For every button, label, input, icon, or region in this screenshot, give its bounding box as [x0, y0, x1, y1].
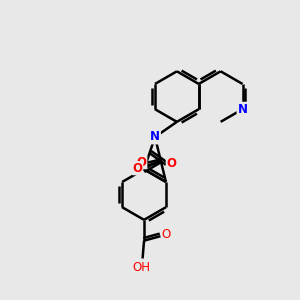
Text: N: N: [238, 103, 248, 116]
Text: O: O: [133, 162, 143, 175]
Text: OH: OH: [132, 261, 150, 274]
Text: O: O: [166, 157, 176, 170]
Text: N: N: [150, 130, 160, 143]
Text: O: O: [137, 156, 147, 169]
Text: O: O: [162, 228, 171, 241]
